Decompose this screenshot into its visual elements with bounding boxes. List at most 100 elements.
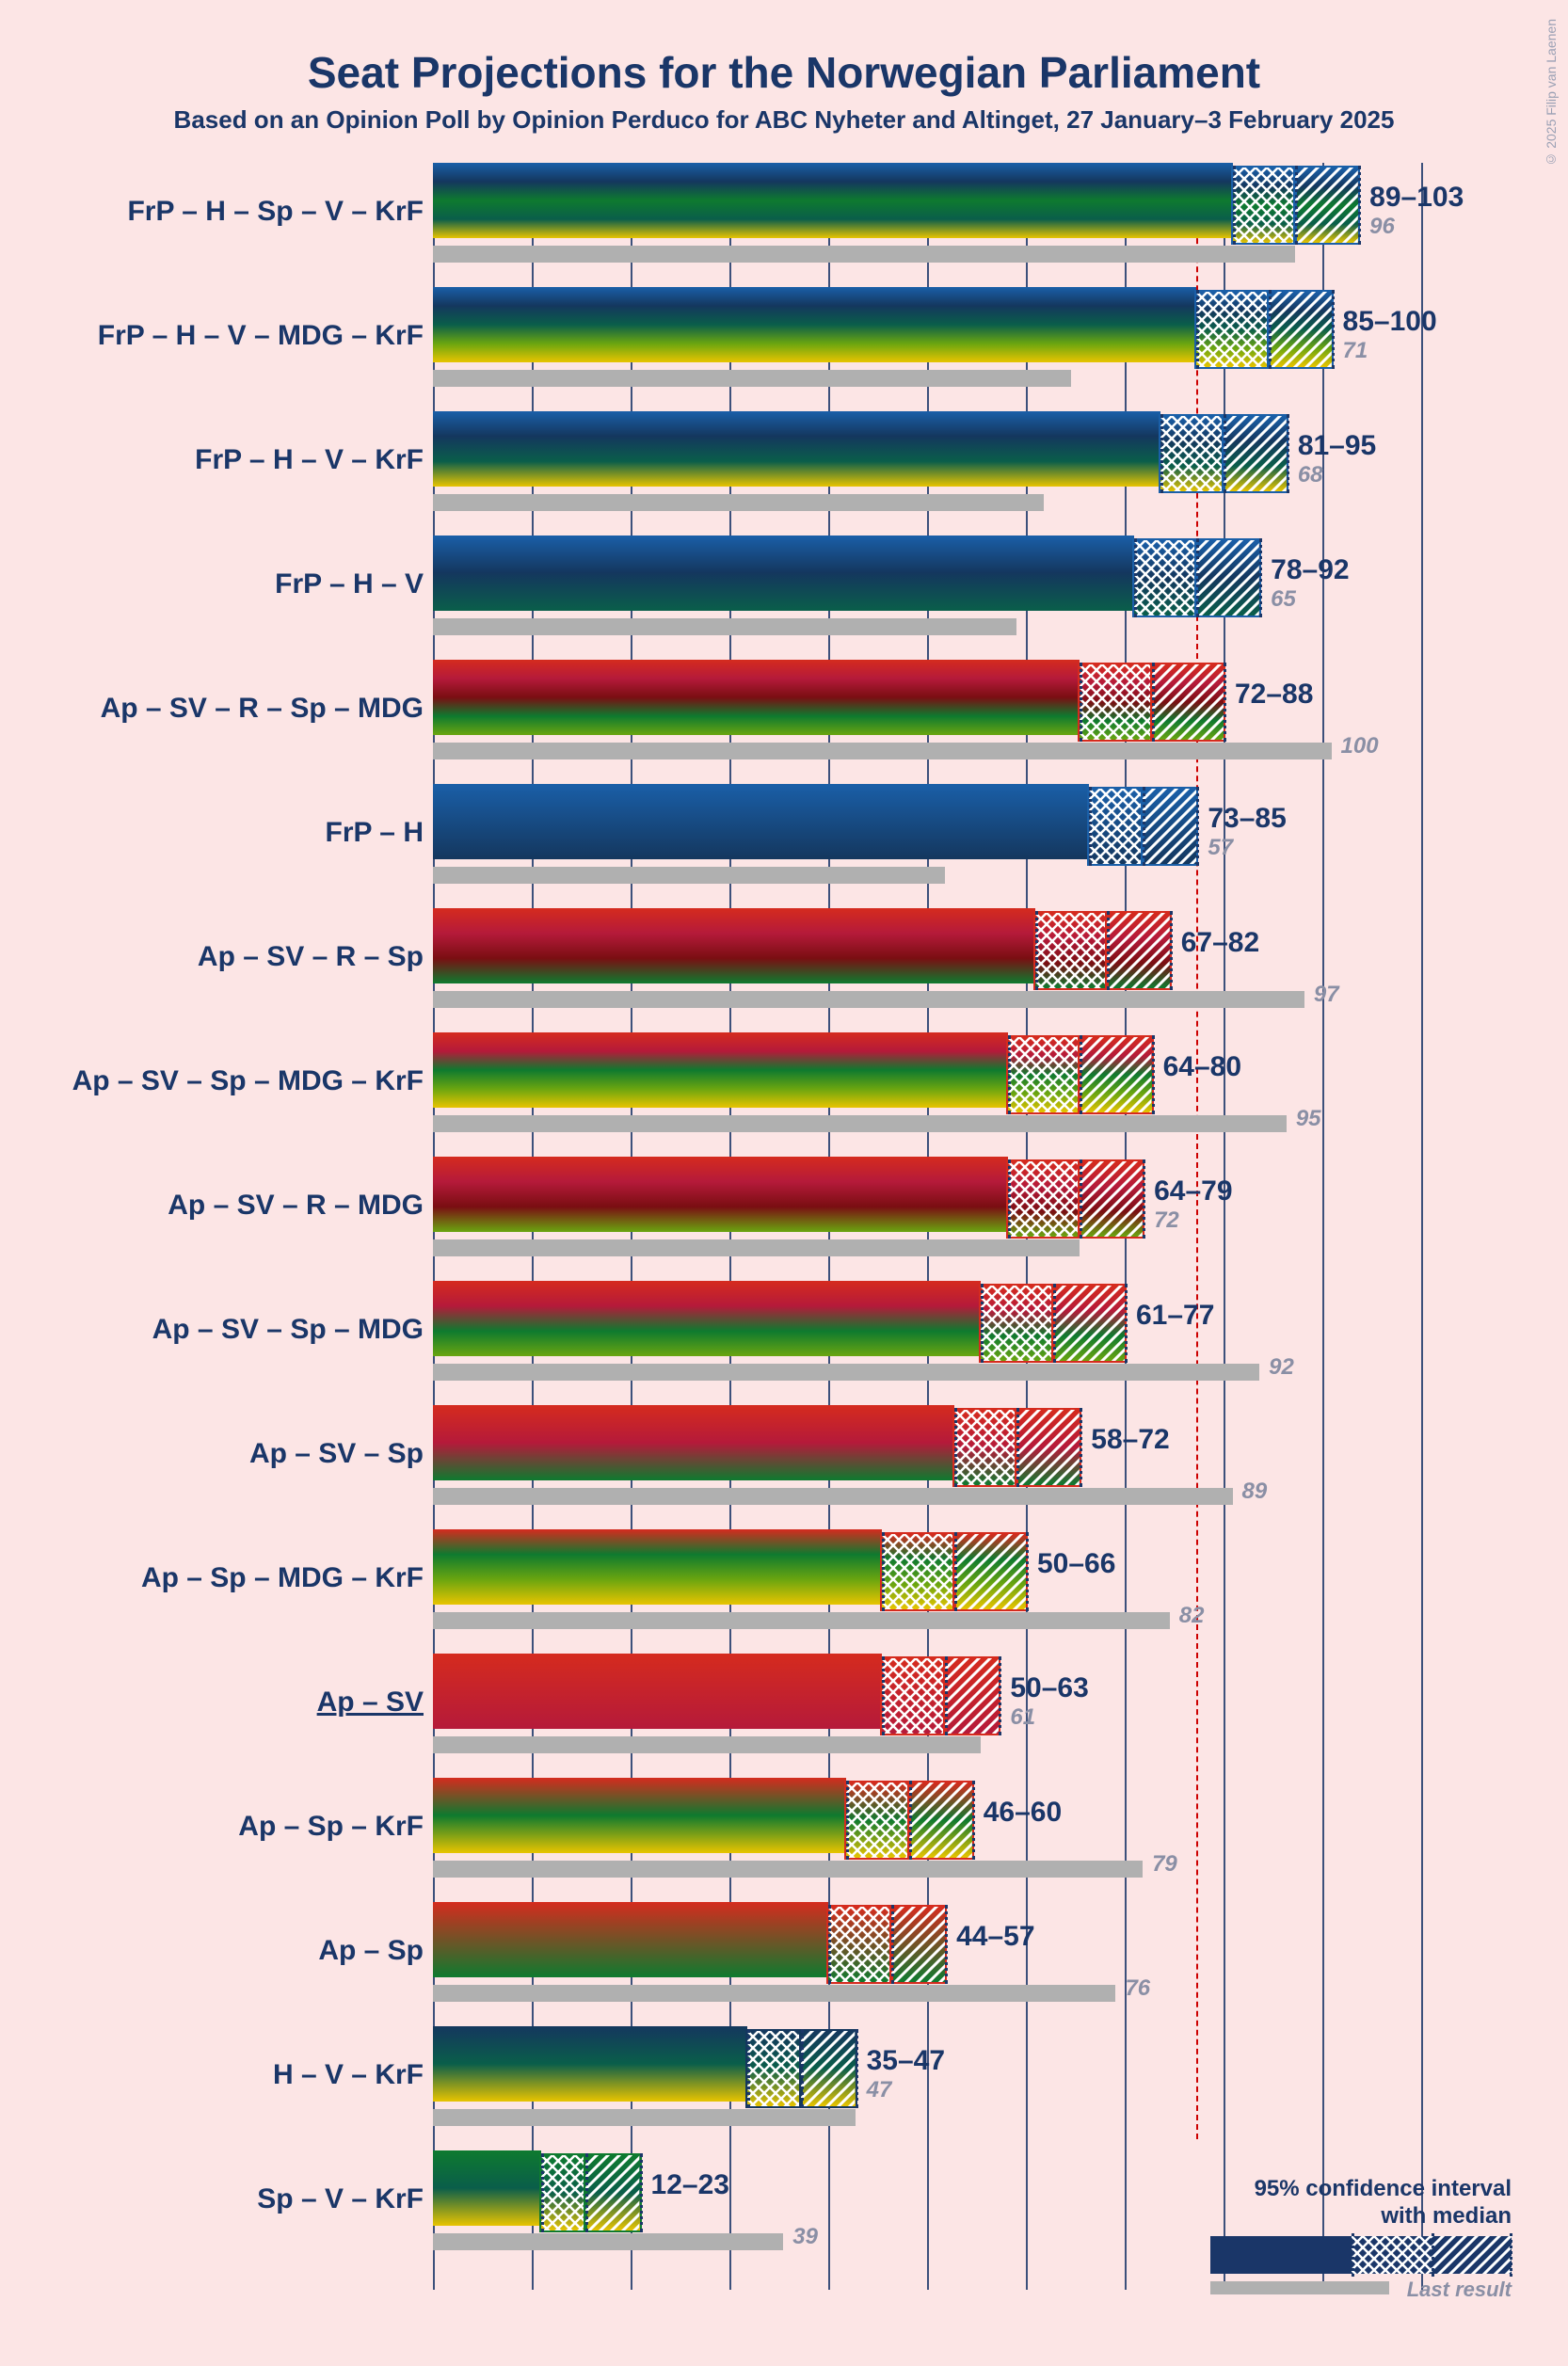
bar-solid [433, 1654, 882, 1729]
coalition-label: Ap – SV [47, 1687, 424, 1719]
coalition-row: Ap – SV50–6361 [433, 1654, 1421, 1778]
last-result-label: 97 [1314, 982, 1339, 1008]
coalition-label: FrP – H – V – KrF [47, 444, 424, 476]
range-label: 46–60 [984, 1797, 1062, 1829]
coalition-row: Ap – SV – Sp – MDG – KrF64–8095 [433, 1032, 1421, 1157]
coalition-label: Ap – Sp [47, 1935, 424, 1967]
last-result-bar [433, 618, 1016, 635]
last-result-bar [433, 1364, 1259, 1381]
last-result-label: 68 [1298, 462, 1323, 488]
bar-solid [433, 163, 1233, 238]
last-result-bar [433, 494, 1044, 511]
bar-solid [433, 784, 1089, 859]
bar-solid [433, 1032, 1008, 1108]
coalition-label: Sp – V – KrF [47, 2183, 424, 2215]
coalition-label: Ap – Sp – MDG – KrF [47, 1562, 424, 1594]
coalition-row: Ap – Sp – MDG – KrF50–6682 [433, 1529, 1421, 1654]
coalition-label: FrP – H – V [47, 568, 424, 600]
coalition-label: FrP – H – Sp – V – KrF [47, 196, 424, 228]
confidence-interval [541, 2155, 640, 2230]
coalition-label: Ap – Sp – KrF [47, 1811, 424, 1843]
range-label: 78–92 [1271, 554, 1349, 586]
last-result-bar [433, 1612, 1170, 1629]
confidence-interval [882, 1534, 1026, 1609]
bar-solid [433, 660, 1080, 735]
bar-solid [433, 1405, 954, 1480]
coalition-row: Ap – SV – R – Sp – MDG72–88100 [433, 660, 1421, 784]
last-result-label: 92 [1269, 1354, 1294, 1381]
last-result-bar [433, 246, 1295, 263]
chart-plot-area: FrP – H – Sp – V – KrF89–10396FrP – H – … [433, 163, 1421, 2290]
legend-swatch [1210, 2236, 1512, 2274]
range-label: 58–72 [1091, 1424, 1169, 1456]
range-label: 89–103 [1369, 182, 1464, 214]
last-result-label: 79 [1152, 1851, 1177, 1878]
range-label: 64–80 [1163, 1051, 1241, 1083]
last-result-label: 61 [1010, 1704, 1035, 1731]
last-result-bar [433, 991, 1304, 1008]
legend-text: 95% confidence intervalwith median [1210, 2176, 1512, 2230]
last-result-bar [433, 743, 1332, 759]
coalition-row: FrP – H73–8557 [433, 784, 1421, 908]
last-result-bar [433, 1861, 1143, 1878]
bar-solid [433, 1902, 828, 1977]
last-result-bar [433, 2233, 783, 2250]
confidence-interval [1008, 1161, 1143, 1237]
legend-last-row: Last result [1210, 2278, 1512, 2300]
coalition-row: H – V – KrF35–4747 [433, 2026, 1421, 2150]
coalition-row: FrP – H – V – MDG – KrF85–10071 [433, 287, 1421, 411]
last-result-label: 82 [1179, 1603, 1205, 1629]
coalition-label: Ap – SV – Sp – MDG – KrF [47, 1065, 424, 1097]
coalition-row: FrP – H – V78–9265 [433, 536, 1421, 660]
bar-solid [433, 411, 1160, 487]
last-result-label: 76 [1125, 1975, 1150, 2002]
last-result-bar [433, 1488, 1233, 1505]
coalition-label: FrP – H [47, 817, 424, 849]
coalition-label: Ap – SV – R – MDG [47, 1190, 424, 1222]
last-result-label: 39 [792, 2224, 818, 2250]
range-label: 64–79 [1154, 1175, 1232, 1207]
coalition-row: Ap – SV – Sp58–7289 [433, 1405, 1421, 1529]
coalition-row: Ap – Sp44–5776 [433, 1902, 1421, 2026]
confidence-interval [1089, 789, 1197, 864]
coalition-row: FrP – H – V – KrF81–9568 [433, 411, 1421, 536]
range-label: 81–95 [1298, 430, 1376, 462]
confidence-interval [981, 1286, 1125, 1361]
coalition-label: Ap – SV – Sp [47, 1438, 424, 1470]
coalition-row: Ap – SV – Sp – MDG61–7792 [433, 1281, 1421, 1405]
last-result-label: 95 [1296, 1106, 1321, 1132]
bar-solid [433, 908, 1035, 983]
chart-title: Seat Projections for the Norwegian Parli… [47, 47, 1521, 98]
gridline [1421, 163, 1423, 2290]
range-label: 44–57 [956, 1921, 1034, 1953]
last-result-label: 65 [1271, 586, 1296, 613]
confidence-interval [747, 2031, 856, 2106]
coalition-label: Ap – SV – R – Sp [47, 941, 424, 973]
coalition-label: H – V – KrF [47, 2059, 424, 2091]
last-result-bar [433, 2109, 856, 2126]
coalition-row: Ap – SV – R – MDG64–7972 [433, 1157, 1421, 1281]
last-result-label: 100 [1341, 733, 1379, 759]
last-result-bar [433, 370, 1071, 387]
range-label: 72–88 [1235, 679, 1313, 711]
bar-solid [433, 1529, 882, 1605]
bar-solid [433, 2026, 747, 2102]
last-result-bar [433, 1736, 981, 1753]
confidence-interval [1080, 664, 1224, 740]
last-result-label: 89 [1242, 1479, 1268, 1505]
range-label: 35–47 [867, 2045, 945, 2077]
range-label: 50–63 [1010, 1672, 1088, 1704]
coalition-label: Ap – SV – Sp – MDG [47, 1314, 424, 1346]
last-result-label: 96 [1369, 214, 1395, 240]
last-result-bar [433, 867, 945, 884]
confidence-interval [1233, 168, 1359, 243]
last-result-bar [433, 1239, 1080, 1256]
last-result-label: 72 [1154, 1207, 1179, 1234]
coalition-row: FrP – H – Sp – V – KrF89–10396 [433, 163, 1421, 287]
coalition-label: Ap – SV – R – Sp – MDG [47, 693, 424, 725]
confidence-interval [1008, 1037, 1152, 1112]
confidence-interval [1160, 416, 1287, 491]
copyright-text: © 2025 Filip van Laenen [1544, 19, 1559, 168]
chart-legend: 95% confidence intervalwith median Last … [1210, 2176, 1512, 2300]
coalition-row: Ap – Sp – KrF46–6079 [433, 1778, 1421, 1902]
